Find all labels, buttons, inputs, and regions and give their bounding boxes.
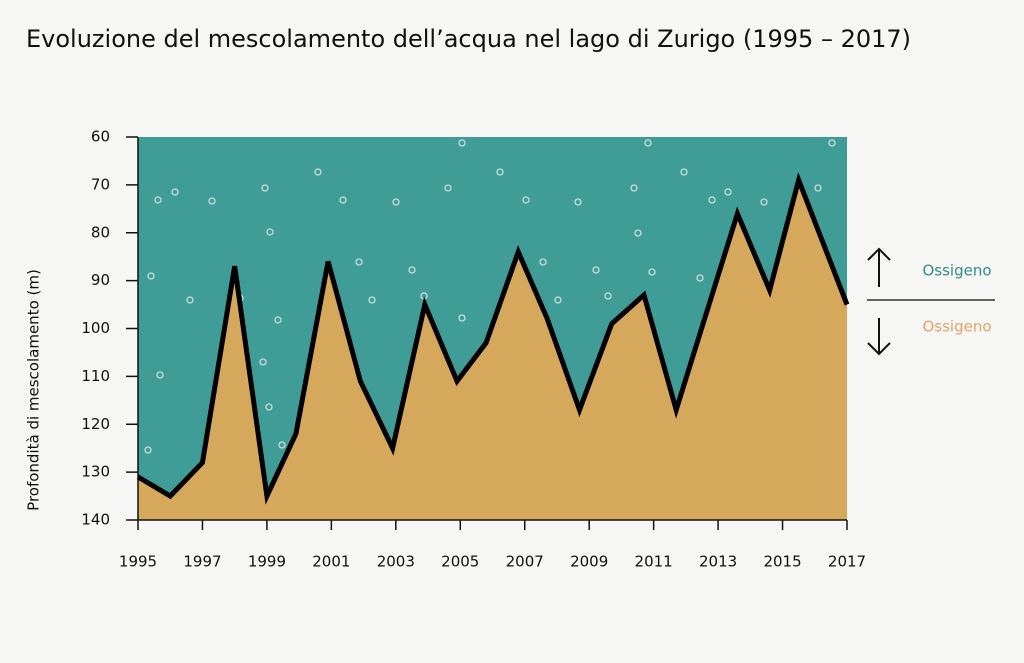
bubble [156, 371, 164, 379]
bubble [458, 314, 466, 322]
bubble [186, 296, 194, 304]
legend-label: Ossigeno [922, 262, 991, 280]
bubble [708, 196, 716, 204]
bubble [828, 139, 836, 147]
bubble [265, 403, 273, 411]
x-tick-label: 2013 [699, 553, 737, 571]
x-tick-label: 2005 [441, 553, 479, 571]
bubble [261, 184, 269, 192]
y-tick-label: 70 [91, 175, 110, 193]
legend-arrow [867, 318, 891, 356]
bubble [266, 228, 274, 236]
legend-arrow [867, 247, 891, 287]
y-tick-label: 130 [81, 463, 110, 481]
depth-area [138, 180, 847, 520]
x-tick-label: 2003 [377, 553, 415, 571]
bubble [208, 197, 216, 205]
bubble [147, 272, 155, 280]
x-tick-label: 2001 [312, 553, 350, 571]
bubble [592, 266, 600, 274]
bubble [368, 296, 376, 304]
bubble [355, 258, 363, 266]
bubble [171, 188, 179, 196]
y-tick-label: 90 [91, 271, 110, 289]
legend-label: Ossigeno [922, 318, 991, 336]
bubble [496, 168, 504, 176]
y-tick-label: 120 [81, 415, 110, 433]
bubble [274, 316, 282, 324]
y-tick-label: 80 [91, 223, 110, 241]
bubble [554, 296, 562, 304]
bubble [392, 198, 400, 206]
x-tick-label: 1995 [119, 553, 157, 571]
bubble [634, 229, 642, 237]
bubble [604, 292, 612, 300]
bubble [144, 446, 152, 454]
y-tick-label: 60 [91, 128, 110, 146]
bubble [522, 196, 530, 204]
y-tick-label: 140 [81, 511, 110, 529]
bubble [314, 168, 322, 176]
bubble [724, 188, 732, 196]
bubble [339, 196, 347, 204]
chart-title: Evoluzione del mescolamento dell’acqua n… [26, 25, 911, 53]
bubble [644, 139, 652, 147]
y-axis-label: Profondità di mescolamento (m) [25, 269, 43, 511]
bubble [574, 198, 582, 206]
bubble [696, 274, 704, 282]
y-tick-label: 110 [81, 367, 110, 385]
bubble [458, 139, 466, 147]
bubble [278, 441, 286, 449]
x-tick-label: 2007 [506, 553, 544, 571]
bubble [760, 198, 768, 206]
x-tick-label: 2011 [635, 553, 673, 571]
x-tick-label: 1997 [183, 553, 221, 571]
depth-line [136, 172, 850, 505]
x-tick-label: 2015 [763, 553, 801, 571]
bubble [648, 268, 656, 276]
bubble [444, 184, 452, 192]
bubble [539, 258, 547, 266]
x-tick-label: 2009 [570, 553, 608, 571]
bubble [814, 184, 822, 192]
bubble [259, 358, 267, 366]
x-tick-label: 1999 [248, 553, 286, 571]
y-tick-label: 100 [81, 319, 110, 337]
bubble [680, 168, 688, 176]
bubble [408, 266, 416, 274]
bubble [154, 196, 162, 204]
x-tick-label: 2017 [828, 553, 866, 571]
bubble [630, 184, 638, 192]
